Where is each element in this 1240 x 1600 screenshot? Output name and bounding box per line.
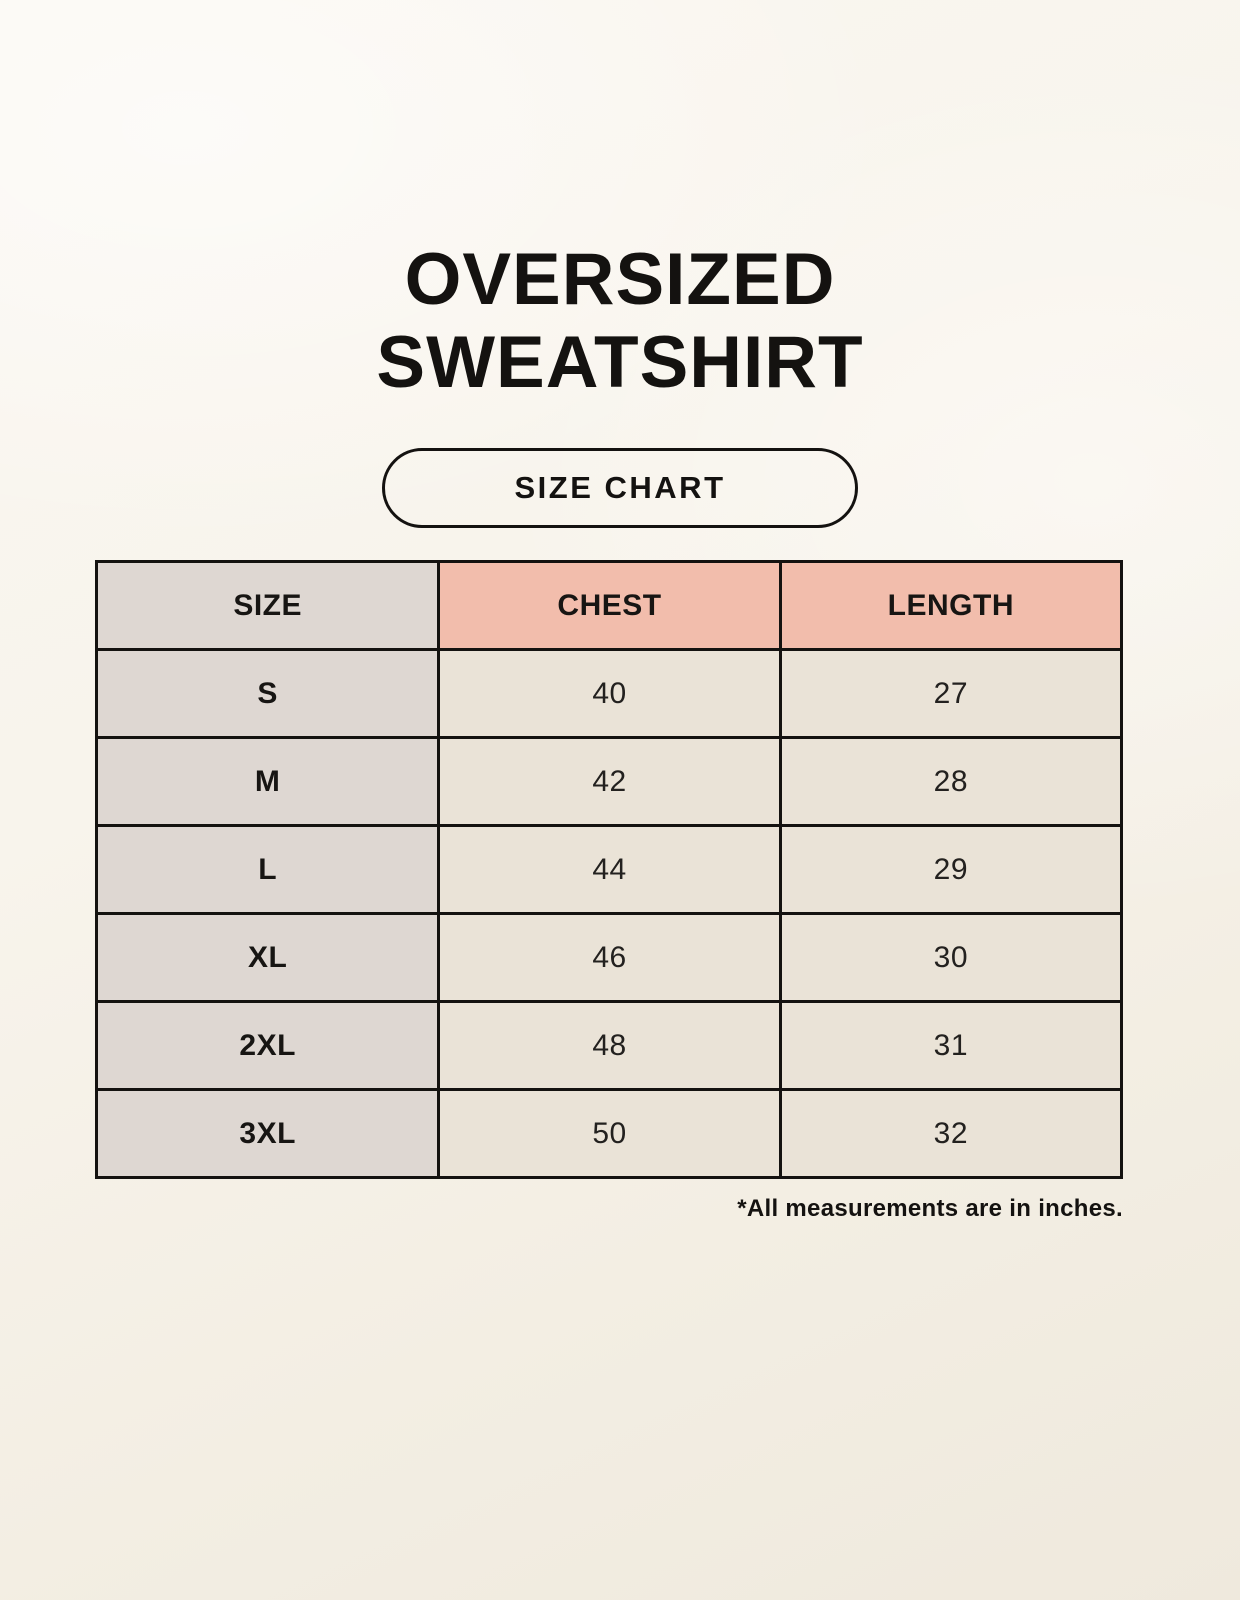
length-cell: 28 bbox=[778, 736, 1124, 827]
length-cell: 31 bbox=[778, 1000, 1124, 1091]
chest-cell: 50 bbox=[437, 1088, 782, 1179]
size-cell: 3XL bbox=[94, 1088, 441, 1179]
length-cell: 29 bbox=[778, 824, 1124, 915]
size-cell: M bbox=[94, 736, 441, 827]
table-row: 2XL 48 31 bbox=[94, 1000, 1124, 1091]
table-row: M 42 28 bbox=[94, 736, 1124, 827]
length-cell: 32 bbox=[778, 1088, 1124, 1179]
table-header-length: LENGTH bbox=[778, 560, 1124, 651]
page-title-line2: SWEATSHIRT bbox=[376, 322, 864, 403]
size-cell: XL bbox=[94, 912, 441, 1003]
table-row: XL 46 30 bbox=[94, 912, 1124, 1003]
chest-cell: 46 bbox=[437, 912, 782, 1003]
size-cell: 2XL bbox=[94, 1000, 441, 1091]
size-chart-table: SIZE CHEST LENGTH S 40 27 M 42 28 L 44 2… bbox=[94, 560, 1124, 1179]
table-header-size: SIZE bbox=[94, 560, 441, 651]
table-header-chest: CHEST bbox=[437, 560, 782, 651]
measurements-footnote: *All measurements are in inches. bbox=[737, 1195, 1123, 1222]
chest-cell: 44 bbox=[437, 824, 782, 915]
table-row: S 40 27 bbox=[94, 648, 1124, 739]
chest-cell: 48 bbox=[437, 1000, 782, 1091]
page-title-line1: OVERSIZED bbox=[404, 239, 836, 320]
table-row: L 44 29 bbox=[94, 824, 1124, 915]
table-row: 3XL 50 32 bbox=[94, 1088, 1124, 1179]
page-title: OVERSIZED SWEATSHIRT bbox=[0, 238, 1240, 404]
size-cell: S bbox=[94, 648, 441, 739]
length-cell: 27 bbox=[778, 648, 1124, 739]
size-chart-button[interactable]: SIZE CHART bbox=[382, 448, 858, 528]
size-chart-button-container: SIZE CHART bbox=[0, 448, 1240, 528]
chest-cell: 42 bbox=[437, 736, 782, 827]
length-cell: 30 bbox=[778, 912, 1124, 1003]
chest-cell: 40 bbox=[437, 648, 782, 739]
size-cell: L bbox=[94, 824, 441, 915]
table-header-row: SIZE CHEST LENGTH bbox=[94, 560, 1124, 651]
